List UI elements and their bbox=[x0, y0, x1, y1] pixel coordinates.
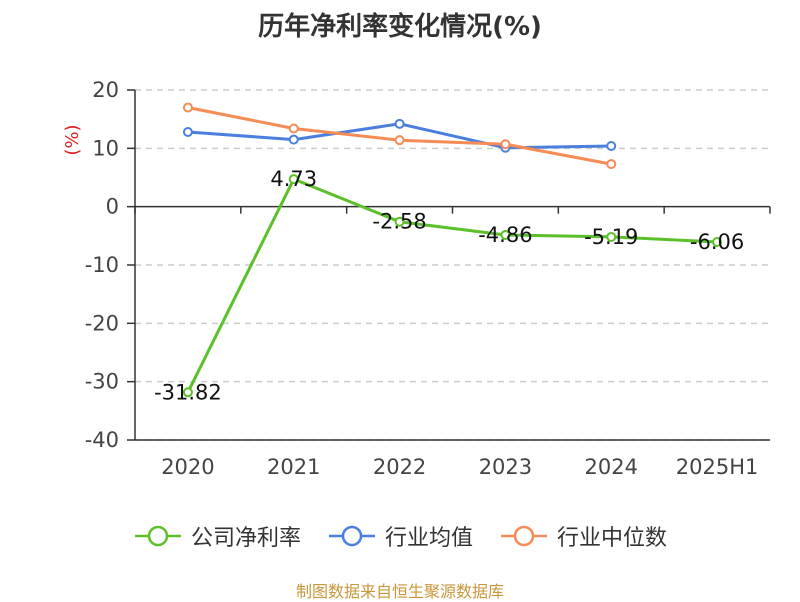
legend: 公司净利率 行业均值 行业中位数 bbox=[0, 520, 800, 552]
x-tick-label: 2022 bbox=[373, 455, 426, 479]
y-tick-label: -40 bbox=[85, 428, 119, 452]
data-point bbox=[394, 135, 405, 146]
data-label: 4.73 bbox=[270, 167, 317, 191]
y-tick-label: 0 bbox=[106, 195, 119, 219]
series-lines bbox=[182, 102, 723, 398]
data-point bbox=[606, 159, 617, 170]
legend-line-circle-icon bbox=[501, 525, 547, 547]
line-chart: 20 10 0 -10 -20 -30 -40 (%) 2020 2021 2022 2023 2024… bbox=[62, 78, 771, 479]
x-tick-label: 2024 bbox=[585, 455, 638, 479]
data-point bbox=[288, 123, 299, 134]
source-note: 制图数据来自恒生聚源数据库 bbox=[295, 582, 504, 601]
chart-title: 历年净利率变化情况(%) bbox=[258, 12, 542, 42]
data-point bbox=[288, 174, 299, 185]
series-line bbox=[186, 177, 718, 393]
y-tick-label: 20 bbox=[92, 78, 119, 102]
data-point bbox=[182, 387, 193, 398]
y-tick-label: -20 bbox=[85, 311, 119, 335]
data-point bbox=[606, 231, 617, 242]
x-tick-label: 2021 bbox=[267, 455, 320, 479]
x-tick-label: 2020 bbox=[161, 455, 214, 479]
data-label: -6.06 bbox=[690, 230, 744, 254]
data-point bbox=[500, 139, 511, 150]
data-label: -5.19 bbox=[584, 225, 638, 249]
data-point bbox=[500, 230, 511, 241]
data-point bbox=[288, 134, 299, 145]
legend-item[interactable]: 行业均值 bbox=[327, 520, 473, 552]
data-point bbox=[606, 141, 617, 151]
data-label: -31.82 bbox=[154, 380, 222, 404]
axes: 20 10 0 -10 -20 -30 -40 (%) 2020 2021 2022 2023 2024… bbox=[62, 78, 771, 479]
data-point bbox=[182, 102, 193, 113]
x-tick-label: 2023 bbox=[479, 455, 532, 479]
legend-label: 公司净利率 bbox=[190, 526, 301, 551]
data-labels: -31.82 4.73 -2.58 -4.86 -5.19 -6.06 bbox=[154, 167, 744, 404]
data-point bbox=[712, 237, 723, 248]
data-point bbox=[182, 127, 193, 137]
y-tick-label: -10 bbox=[85, 253, 119, 277]
legend-item[interactable]: 公司净利率 bbox=[133, 520, 301, 552]
x-tick-label: 2025H1 bbox=[676, 455, 759, 479]
legend-item[interactable]: 行业中位数 bbox=[499, 520, 667, 552]
data-label: -4.86 bbox=[478, 223, 532, 247]
y-axis-title: (%) bbox=[62, 124, 83, 155]
y-tick-label: 10 bbox=[92, 136, 119, 160]
legend-label: 行业均值 bbox=[384, 526, 473, 551]
data-label: -2.58 bbox=[372, 210, 426, 234]
data-point bbox=[394, 118, 405, 129]
legend-label: 行业中位数 bbox=[557, 526, 668, 551]
y-tick-label: -30 bbox=[85, 370, 119, 394]
legend-line-circle-icon bbox=[134, 525, 181, 547]
data-point bbox=[394, 216, 405, 227]
legend-line-circle-icon bbox=[328, 525, 375, 547]
